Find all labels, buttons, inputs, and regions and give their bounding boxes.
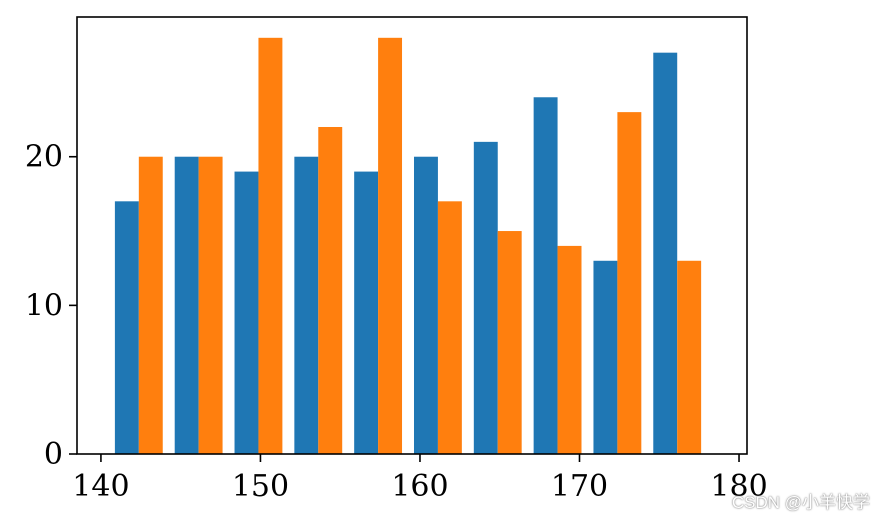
bar-series-1-bin-5 bbox=[354, 171, 379, 455]
x-tick-label: 140 bbox=[72, 469, 129, 504]
bars-group bbox=[114, 37, 702, 455]
bar-series-2-bin-4 bbox=[318, 126, 343, 454]
bar-series-2-bin-3 bbox=[258, 37, 283, 455]
x-tick-label: 150 bbox=[232, 469, 289, 504]
x-tick-label: 180 bbox=[710, 469, 767, 504]
bar-series-1-bin-6 bbox=[413, 156, 438, 455]
x-axis: 140 150 160 170 180 bbox=[72, 454, 768, 504]
bar-series-1-bin-3 bbox=[234, 171, 259, 455]
bar-series-1-bin-4 bbox=[294, 156, 319, 455]
plot-frame bbox=[76, 16, 748, 455]
bar-series-1-bin-8 bbox=[533, 97, 558, 454]
bar-series-2-bin-8 bbox=[557, 245, 582, 454]
watermark-text: CSDN @小羊快学 bbox=[731, 493, 870, 512]
bar-series-1-bin-10 bbox=[653, 52, 678, 455]
bar-series-1-bin-1 bbox=[114, 201, 139, 454]
bar-series-2-bin-7 bbox=[497, 231, 522, 454]
y-tick-label: 20 bbox=[25, 140, 63, 175]
y-axis: 0 10 20 bbox=[25, 140, 77, 472]
y-tick-label: 10 bbox=[25, 288, 63, 323]
bar-series-2-bin-9 bbox=[617, 112, 642, 455]
bar-series-2-bin-6 bbox=[437, 201, 462, 454]
bar-series-2-bin-10 bbox=[677, 260, 702, 454]
bar-series-2-bin-2 bbox=[198, 156, 223, 455]
x-tick-label: 160 bbox=[391, 469, 448, 504]
bar-series-1-bin-2 bbox=[174, 156, 199, 455]
y-tick-label: 0 bbox=[44, 437, 63, 472]
bar-series-2-bin-1 bbox=[138, 156, 163, 455]
bar-series-1-bin-9 bbox=[593, 260, 618, 454]
bar-series-1-bin-7 bbox=[473, 141, 498, 454]
x-tick-label: 170 bbox=[551, 469, 608, 504]
bar-series-2-bin-5 bbox=[378, 37, 403, 455]
